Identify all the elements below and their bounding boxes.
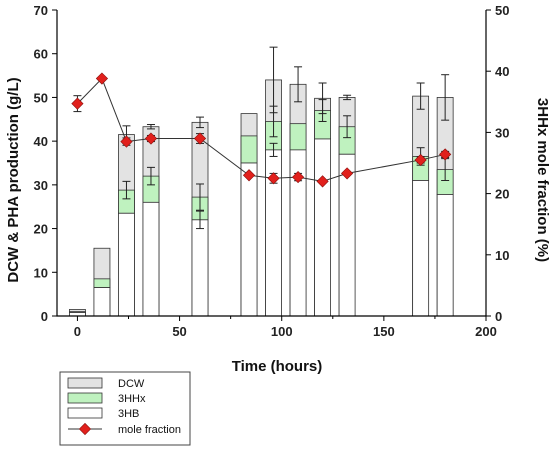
error-bar-dcw xyxy=(416,82,425,110)
error-bar-dcw xyxy=(343,94,352,101)
mole-fraction-point xyxy=(144,132,158,145)
mole-fraction-line xyxy=(77,77,446,182)
error-bar-3hhx xyxy=(269,105,278,138)
x-tick-label: 0 xyxy=(74,324,81,339)
bar-3hb xyxy=(412,180,430,317)
error-bar-3hhx xyxy=(146,166,155,186)
y-tick-label: 0 xyxy=(41,309,48,324)
y-axis-title: DCW & PHA production (g/L) xyxy=(5,77,22,282)
error-bar-3hb xyxy=(196,210,204,230)
bar-3hb xyxy=(314,138,331,317)
legend-label-mole-fraction: mole fraction xyxy=(118,424,181,436)
y2-tick-label: 0 xyxy=(495,309,502,324)
bar-stack xyxy=(240,113,258,317)
bars-layer xyxy=(69,79,454,317)
mole-fraction-point xyxy=(120,135,133,148)
x-tick-label: 50 xyxy=(172,324,186,339)
bar-stack xyxy=(118,134,135,317)
y2-tick-label: 30 xyxy=(495,125,509,140)
bar-stack xyxy=(69,309,86,317)
mole-fraction-point xyxy=(71,97,84,110)
y2-tick-label: 50 xyxy=(495,3,509,18)
legend-label-dcw: DCW xyxy=(118,378,145,390)
axes-layer xyxy=(56,10,487,317)
y-tick-label: 70 xyxy=(34,3,48,18)
legend-swatch-dcw xyxy=(67,377,103,389)
mole-fraction-point xyxy=(439,148,452,161)
mole-fraction-point xyxy=(414,153,427,167)
bar-3hb xyxy=(142,201,160,317)
bar-3hhx xyxy=(289,123,307,151)
legend-item-3hb: 3HB xyxy=(67,407,139,420)
legend-swatch-3hb xyxy=(67,407,103,419)
bar-3hhx xyxy=(93,278,111,288)
bar-3hb xyxy=(240,162,258,317)
y2-tick-label: 20 xyxy=(495,187,509,202)
error-bar-3hb xyxy=(269,142,278,157)
mole-fraction-point xyxy=(341,167,354,180)
mole-fraction-point xyxy=(95,72,109,85)
mole-fraction-point xyxy=(242,169,256,182)
bar-stack xyxy=(314,97,331,317)
error-bar-3hhx xyxy=(122,180,131,200)
mole-fraction-line-layer xyxy=(71,72,452,188)
bar-stack xyxy=(93,247,111,317)
error-bars-layer xyxy=(122,46,450,230)
legend-label-3hb: 3HB xyxy=(118,408,139,420)
bar-3hb xyxy=(118,212,135,317)
legend-label-3hhx: 3HHx xyxy=(118,393,146,405)
mole-fraction-point xyxy=(316,175,329,188)
y2-axis-title: 3HHx mole fraction (%) xyxy=(534,98,550,262)
bar-stack xyxy=(436,97,454,317)
bar-3hb xyxy=(436,194,454,317)
error-bar-3hhx xyxy=(343,115,352,139)
bar-stack xyxy=(265,79,282,317)
error-bar-3hhx xyxy=(196,183,204,211)
legend-marker-mole-fraction xyxy=(78,422,92,436)
mole-fraction-point xyxy=(267,172,280,185)
y-tick-label: 10 xyxy=(34,265,48,280)
bar-3hb xyxy=(93,287,111,317)
mole-fraction-point xyxy=(291,170,305,184)
bar-stack xyxy=(338,97,356,317)
error-bar-dcw xyxy=(441,74,450,121)
y-tick-label: 20 xyxy=(34,222,48,237)
y-tick-label: 50 xyxy=(34,90,48,105)
y2-tick-label: 10 xyxy=(495,248,509,263)
error-bar-dcw xyxy=(294,66,303,103)
y-tick-label: 30 xyxy=(34,178,48,193)
legend-item-dcw: DCW xyxy=(67,377,145,390)
bar-stack xyxy=(412,95,430,317)
y2-tick-label: 40 xyxy=(495,64,509,79)
legend-item-mole-fraction: mole fraction xyxy=(68,422,181,436)
x-tick-label: 100 xyxy=(271,324,293,339)
error-bar-dcw xyxy=(146,124,155,130)
legend: DCW 3HHx 3HB mole fraction xyxy=(59,371,191,446)
x-tick-label: 200 xyxy=(475,324,497,339)
bar-3hb xyxy=(191,219,209,317)
axes-frame xyxy=(56,10,487,317)
error-bar-3hhx xyxy=(318,99,327,122)
bar-stack xyxy=(142,126,160,317)
mole-fraction-point xyxy=(193,132,207,145)
y-tick-label: 60 xyxy=(34,47,48,62)
legend-item-3hhx: 3HHx xyxy=(67,392,146,405)
bar-3hhx xyxy=(240,135,258,164)
y-tick-label: 40 xyxy=(34,134,48,149)
x-tick-label: 150 xyxy=(373,324,395,339)
x-axis-title: Time (hours) xyxy=(232,358,323,375)
error-bar-dcw xyxy=(196,116,204,129)
bar-stack xyxy=(289,83,307,317)
legend-swatch-3hhx xyxy=(67,392,103,404)
